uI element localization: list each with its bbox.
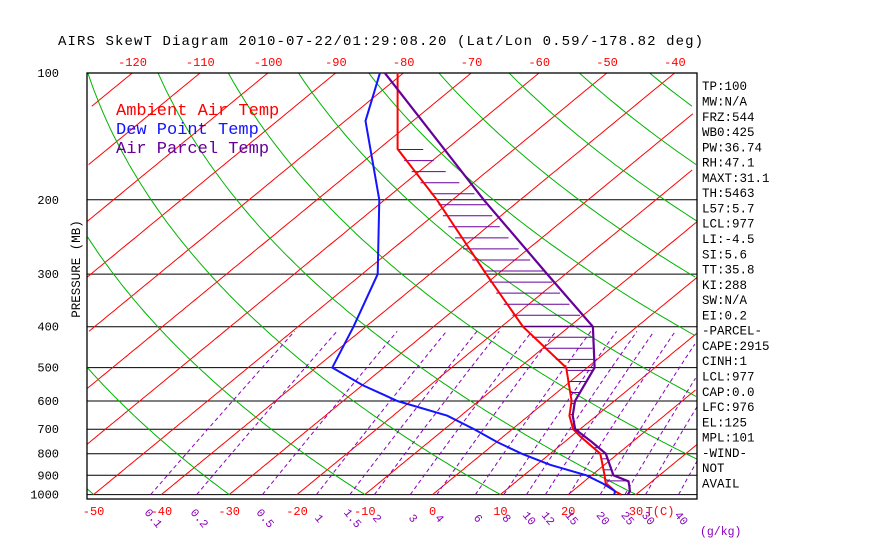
svg-text:WB0:425: WB0:425 <box>702 126 755 140</box>
svg-text:TP:100: TP:100 <box>702 80 747 94</box>
svg-text:0.5: 0.5 <box>253 507 276 531</box>
svg-text:-40: -40 <box>664 56 686 70</box>
svg-text:-30: -30 <box>218 505 240 519</box>
svg-text:MPL:101: MPL:101 <box>702 432 755 446</box>
svg-text:LFC:976: LFC:976 <box>702 401 755 415</box>
svg-text:-100: -100 <box>254 56 283 70</box>
svg-text:CAP:0.0: CAP:0.0 <box>702 386 755 400</box>
svg-text:LCL:977: LCL:977 <box>702 371 755 385</box>
svg-text:SW:N/A: SW:N/A <box>702 294 748 308</box>
svg-text:-80: -80 <box>393 56 415 70</box>
svg-text:MW:N/A: MW:N/A <box>702 96 748 110</box>
svg-text:-50: -50 <box>596 56 618 70</box>
svg-text:800: 800 <box>37 448 59 462</box>
svg-text:200: 200 <box>37 194 59 208</box>
svg-text:TT:35.8: TT:35.8 <box>702 264 755 278</box>
svg-text:900: 900 <box>37 469 59 483</box>
svg-text:FRZ:544: FRZ:544 <box>702 111 755 125</box>
svg-text:100: 100 <box>37 67 59 81</box>
svg-text:PRESSURE (MB): PRESSURE (MB) <box>70 220 84 318</box>
svg-text:LI:-4.5: LI:-4.5 <box>702 233 755 247</box>
svg-text:500: 500 <box>37 362 59 376</box>
svg-text:-70: -70 <box>461 56 483 70</box>
svg-text:10: 10 <box>519 510 538 529</box>
svg-text:-110: -110 <box>186 56 215 70</box>
svg-text:600: 600 <box>37 395 59 409</box>
svg-text:Air Parcel Temp: Air Parcel Temp <box>116 140 269 159</box>
svg-text:0.2: 0.2 <box>187 507 210 531</box>
svg-text:PW:36.74: PW:36.74 <box>702 141 762 155</box>
svg-text:RH:47.1: RH:47.1 <box>702 157 755 171</box>
svg-text:-20: -20 <box>286 505 308 519</box>
svg-text:12: 12 <box>538 510 557 529</box>
svg-text:3: 3 <box>405 512 419 526</box>
svg-text:Dew Point Temp: Dew Point Temp <box>116 121 259 140</box>
svg-text:-120: -120 <box>118 56 147 70</box>
svg-text:SI:5.6: SI:5.6 <box>702 248 747 262</box>
svg-text:EI:0.2: EI:0.2 <box>702 309 747 323</box>
svg-text:CINH:1: CINH:1 <box>702 355 747 369</box>
svg-text:-PARCEL-: -PARCEL- <box>702 325 762 339</box>
svg-text:KI:288: KI:288 <box>702 279 747 293</box>
svg-text:1000: 1000 <box>30 489 59 503</box>
svg-text:NOT: NOT <box>702 462 725 476</box>
svg-text:LCL:977: LCL:977 <box>702 218 755 232</box>
svg-text:6: 6 <box>470 512 484 526</box>
svg-text:L57:5.7: L57:5.7 <box>702 202 755 216</box>
svg-text:Ambient Air Temp: Ambient Air Temp <box>116 102 279 121</box>
svg-text:MAXT:31.1: MAXT:31.1 <box>702 172 770 186</box>
svg-text:300: 300 <box>37 268 59 282</box>
svg-text:(g/kg): (g/kg) <box>700 526 741 539</box>
svg-text:EL:125: EL:125 <box>702 416 747 430</box>
svg-text:-50: -50 <box>83 505 105 519</box>
svg-text:20: 20 <box>593 510 612 529</box>
svg-text:AVAIL: AVAIL <box>702 478 740 492</box>
svg-text:-60: -60 <box>528 56 550 70</box>
svg-text:-WIND-: -WIND- <box>702 447 747 461</box>
svg-text:TH:5463: TH:5463 <box>702 187 755 201</box>
svg-text:400: 400 <box>37 321 59 335</box>
svg-text:CAPE:2915: CAPE:2915 <box>702 340 770 354</box>
svg-text:-90: -90 <box>325 56 347 70</box>
svg-text:1: 1 <box>311 512 325 526</box>
svg-text:700: 700 <box>37 423 59 437</box>
